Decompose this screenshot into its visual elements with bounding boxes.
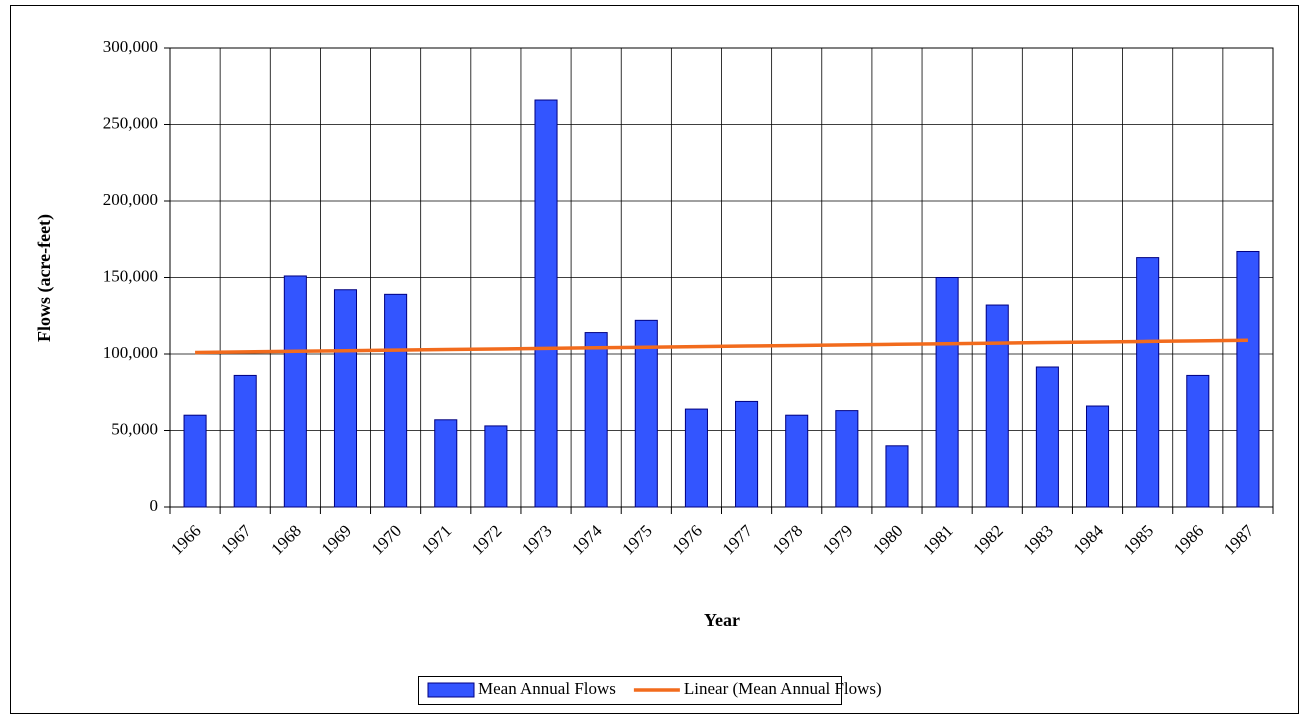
x-axis-title: Year [704, 610, 740, 630]
y-tick-label: 300,000 [103, 37, 158, 56]
bar [985, 304, 1009, 508]
y-tick-label: 150,000 [103, 266, 158, 285]
y-tick-label: 0 [150, 496, 159, 515]
y-axis-title: Flows (acre-feet) [34, 214, 55, 342]
bar [1186, 374, 1210, 508]
bar [735, 400, 759, 508]
y-tick-label: 50,000 [111, 419, 158, 438]
bar [283, 275, 307, 508]
bar [384, 293, 408, 508]
bar [684, 408, 708, 508]
bar [1085, 405, 1110, 508]
bar [885, 445, 909, 508]
legend-label: Mean Annual Flows [478, 679, 616, 698]
bar [584, 332, 608, 508]
bar [434, 419, 458, 508]
legend-label: Linear (Mean Annual Flows) [684, 679, 882, 698]
y-tick-label: 100,000 [103, 343, 158, 362]
bar [484, 425, 508, 508]
y-tick-label: 250,000 [103, 113, 158, 132]
bar [183, 414, 207, 508]
bar [333, 289, 358, 508]
legend-box [418, 676, 842, 705]
bar [935, 277, 959, 508]
bar [835, 410, 859, 508]
y-tick-label: 200,000 [103, 190, 158, 209]
bar [1236, 250, 1260, 508]
bar [1035, 366, 1059, 508]
legend-swatch [427, 682, 475, 698]
bar [233, 374, 257, 508]
bar [534, 99, 558, 508]
bar [785, 414, 809, 508]
bar [1136, 257, 1160, 508]
bar [634, 319, 658, 508]
trend-line [195, 338, 1248, 355]
